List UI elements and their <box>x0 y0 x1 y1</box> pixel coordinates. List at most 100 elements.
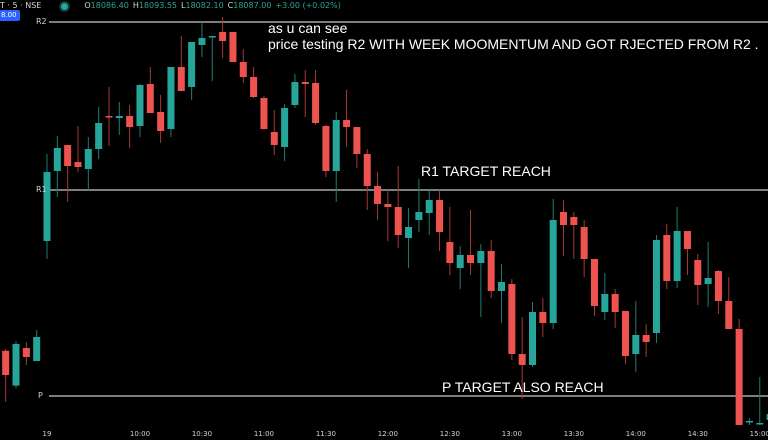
candle-body <box>126 116 134 127</box>
candle-body <box>229 32 237 62</box>
candle <box>2 349 10 402</box>
open-value: 18086.40 <box>90 1 129 10</box>
candle-body <box>508 284 516 354</box>
candle-body <box>456 255 464 268</box>
candle-body <box>115 116 123 118</box>
candle <box>518 317 526 399</box>
candle <box>477 244 485 317</box>
candle-body <box>642 335 650 342</box>
candle <box>498 264 506 323</box>
x-tick-label: 10:00 <box>130 430 150 438</box>
candle <box>343 90 351 147</box>
candle-body <box>84 149 92 169</box>
candle-body <box>405 227 413 238</box>
candle-body <box>560 212 567 225</box>
candle-body <box>756 423 764 425</box>
candle <box>632 301 640 372</box>
candle-body <box>167 67 175 129</box>
x-tick-label: 11:30 <box>316 430 336 438</box>
candle-body <box>177 67 185 91</box>
candle <box>766 414 768 420</box>
candle <box>22 342 30 365</box>
candle <box>580 220 588 277</box>
candle-body <box>53 148 61 171</box>
candle <box>529 302 537 367</box>
candle-body <box>425 200 433 213</box>
candle <box>725 277 733 329</box>
candle <box>126 105 134 148</box>
candle-body <box>239 62 247 77</box>
candle <box>456 246 464 289</box>
low-label: L <box>181 1 186 10</box>
candle <box>12 341 20 388</box>
x-tick-label: 15:00 <box>750 430 768 438</box>
candle <box>560 200 567 256</box>
candle <box>745 418 753 425</box>
candle <box>270 110 278 155</box>
pivot-levels <box>49 21 768 397</box>
candle <box>642 324 650 357</box>
candle <box>74 126 82 172</box>
candle-body <box>260 98 268 129</box>
candle-body <box>673 231 681 281</box>
candle <box>601 273 609 320</box>
candle-body <box>270 132 278 145</box>
candle <box>621 311 629 364</box>
close-label: C <box>227 1 234 10</box>
candle <box>353 127 361 168</box>
candle-body <box>384 204 392 207</box>
candle-body <box>652 240 660 333</box>
candle-body <box>477 251 485 263</box>
candle-body <box>22 348 30 357</box>
candle <box>239 49 247 83</box>
candle <box>704 242 712 307</box>
candle <box>663 224 671 289</box>
x-tick-label: 13:00 <box>502 430 522 438</box>
candle <box>291 74 299 108</box>
candle <box>735 319 743 425</box>
candle <box>250 67 258 98</box>
x-tick-label: 12:00 <box>378 430 398 438</box>
candle <box>405 208 413 268</box>
annotation-p-target: P TARGET ALSO REACH <box>442 379 604 395</box>
candle-body <box>250 77 258 97</box>
candle <box>436 190 444 251</box>
x-tick-label: 19 <box>43 430 52 438</box>
candle-body <box>105 116 113 118</box>
candle-body <box>343 120 351 127</box>
candle-body <box>281 108 289 147</box>
annotation-line1: as u can see <box>268 20 348 36</box>
candle <box>539 298 547 337</box>
time-axis: 19 10:00 10:30 11:00 11:30 12:00 12:30 13:00 13:… <box>43 430 768 438</box>
candle <box>683 231 691 275</box>
annotation-line2: price testing R2 WITH WEEK MOOMENTUM AND… <box>268 36 759 52</box>
candle <box>374 172 382 220</box>
candle-body <box>601 294 609 312</box>
candle-body <box>146 84 154 113</box>
symbol-label[interactable]: T · 5 · NSE <box>0 1 42 10</box>
candle-body <box>64 145 72 166</box>
candle <box>384 190 392 241</box>
candle <box>198 22 206 57</box>
candle-body <box>529 312 537 365</box>
candle <box>549 199 557 329</box>
candle <box>177 36 185 91</box>
x-tick-label: 14:30 <box>688 430 708 438</box>
close-value: 18087.00 <box>233 1 272 10</box>
candle <box>363 149 371 210</box>
candle-body <box>312 83 320 123</box>
candle <box>322 125 330 177</box>
candle <box>394 166 402 248</box>
candle-body <box>549 220 557 323</box>
candle <box>105 87 113 146</box>
candles <box>2 17 768 425</box>
candle-body <box>694 260 702 285</box>
candle <box>208 36 216 81</box>
candle-body <box>446 242 454 263</box>
price-tag: 8.00 <box>0 10 20 21</box>
level-label-r1: R1 <box>36 185 47 194</box>
candle-body <box>663 235 671 281</box>
candle <box>714 270 722 314</box>
candle-body <box>704 278 712 284</box>
